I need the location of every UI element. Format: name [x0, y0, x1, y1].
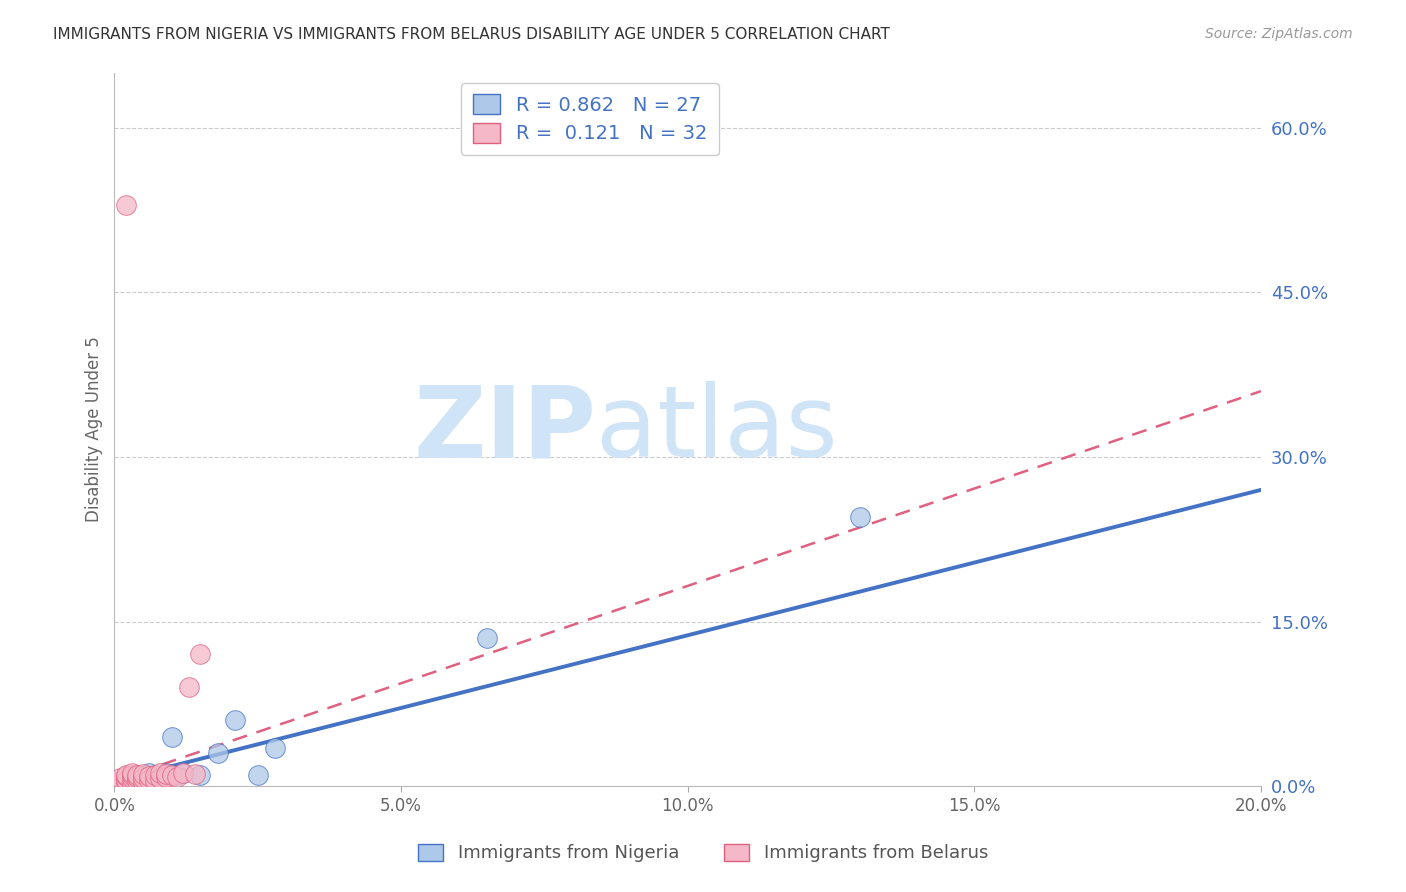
Point [143, 768, 166, 782]
Point [108, 774, 131, 789]
Point [475, 631, 498, 645]
Point [121, 774, 143, 789]
Point [143, 773, 166, 788]
Point [190, 648, 212, 662]
Point [166, 768, 188, 782]
Point [149, 772, 172, 786]
Point [108, 776, 131, 790]
Text: Source: ZipAtlas.com: Source: ZipAtlas.com [1205, 27, 1353, 41]
Point [127, 768, 149, 782]
Text: ZIP: ZIP [413, 381, 596, 478]
Point [246, 768, 269, 782]
Point [848, 510, 870, 524]
Point [149, 766, 172, 780]
Point [121, 776, 143, 790]
Point [115, 774, 138, 789]
Point [115, 769, 138, 783]
Point [183, 767, 205, 781]
Legend: Immigrants from Nigeria, Immigrants from Belarus: Immigrants from Nigeria, Immigrants from… [411, 837, 995, 870]
Point [108, 773, 131, 788]
Point [127, 768, 149, 782]
Point [190, 768, 212, 782]
Point [155, 767, 177, 781]
Point [155, 766, 177, 780]
Point [132, 767, 155, 781]
Point [108, 772, 131, 786]
Point [224, 714, 246, 728]
Point [115, 770, 138, 784]
Y-axis label: Disability Age Under 5: Disability Age Under 5 [86, 336, 103, 523]
Point [127, 770, 149, 784]
Point [138, 772, 160, 787]
Point [127, 773, 149, 788]
Text: atlas: atlas [596, 381, 838, 478]
Point [121, 768, 143, 782]
Point [127, 773, 149, 788]
Point [121, 766, 143, 780]
Point [160, 730, 183, 744]
Point [121, 772, 143, 786]
Point [138, 769, 160, 783]
Point [115, 772, 138, 787]
Point [132, 770, 155, 784]
Point [121, 772, 143, 786]
Point [132, 776, 155, 790]
Point [155, 770, 177, 784]
Point [108, 777, 131, 791]
Point [115, 776, 138, 790]
Point [172, 766, 194, 780]
Point [264, 740, 287, 755]
Point [166, 770, 188, 784]
Point [132, 772, 155, 786]
Legend: R = 0.862   N = 27, R =  0.121   N = 32: R = 0.862 N = 27, R = 0.121 N = 32 [461, 83, 718, 155]
Point [160, 768, 183, 782]
Point [177, 681, 200, 695]
Point [132, 774, 155, 789]
Point [138, 766, 160, 780]
Point [149, 770, 172, 784]
Point [172, 766, 194, 780]
Point [143, 768, 166, 782]
Point [115, 197, 138, 211]
Point [121, 769, 143, 783]
Point [207, 746, 229, 760]
Point [115, 772, 138, 787]
Point [138, 772, 160, 787]
Text: IMMIGRANTS FROM NIGERIA VS IMMIGRANTS FROM BELARUS DISABILITY AGE UNDER 5 CORREL: IMMIGRANTS FROM NIGERIA VS IMMIGRANTS FR… [53, 27, 890, 42]
Point [115, 768, 138, 782]
